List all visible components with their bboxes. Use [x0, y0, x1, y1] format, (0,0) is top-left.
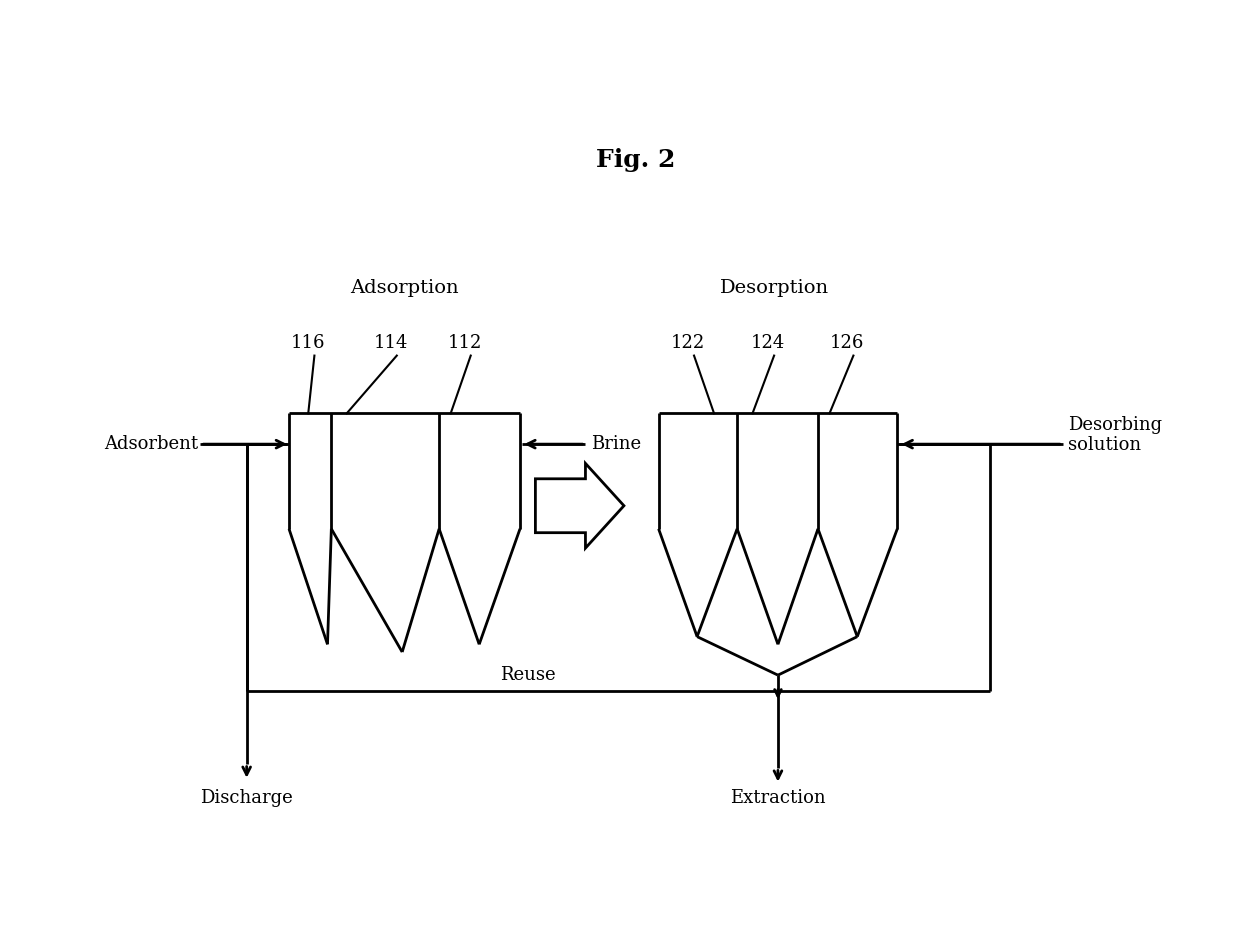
Polygon shape [536, 463, 624, 548]
Text: Desorbing
solution: Desorbing solution [1068, 415, 1162, 454]
Text: 122: 122 [671, 333, 706, 351]
Text: Adsorbent: Adsorbent [104, 435, 198, 453]
Text: 112: 112 [448, 333, 482, 351]
Text: Extraction: Extraction [730, 789, 826, 807]
Text: 116: 116 [291, 333, 325, 351]
Text: 126: 126 [830, 333, 864, 351]
Text: 124: 124 [750, 333, 785, 351]
Text: Desorption: Desorption [719, 279, 828, 297]
Text: Discharge: Discharge [201, 789, 293, 807]
Text: Adsorption: Adsorption [350, 279, 459, 297]
Text: Fig. 2: Fig. 2 [595, 148, 676, 171]
Text: 114: 114 [373, 333, 408, 351]
Text: Reuse: Reuse [500, 666, 556, 685]
Text: Brine: Brine [590, 435, 641, 453]
